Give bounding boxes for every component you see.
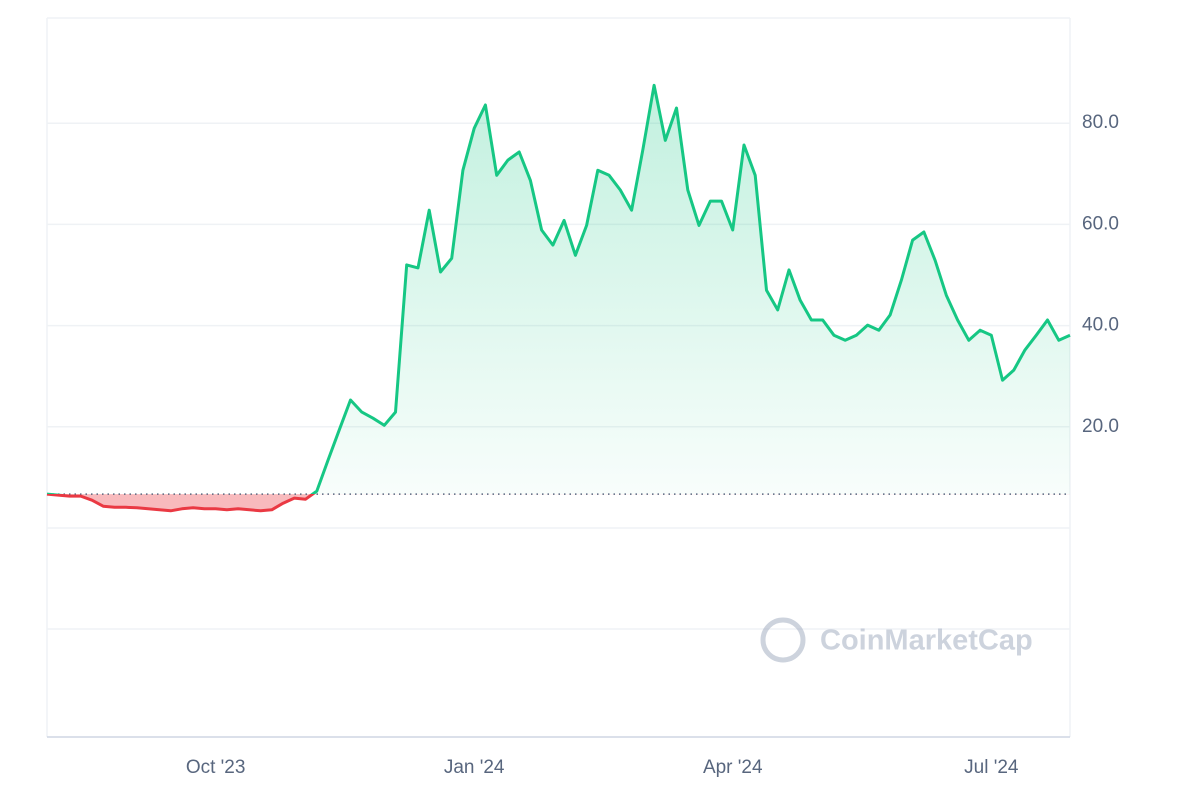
- watermark-text: CoinMarketCap: [820, 625, 1033, 657]
- area: [47, 85, 1070, 511]
- x-tick-label: Oct '23: [186, 757, 246, 778]
- y-tick-label: 20.0: [1082, 416, 1119, 437]
- watermark-logo: [760, 617, 806, 663]
- price-line: [46, 83, 1071, 513]
- y-tick-label: 40.0: [1082, 315, 1119, 336]
- x-tick-label: Jan '24: [444, 757, 505, 778]
- y-tick-label: 80.0: [1082, 112, 1119, 133]
- x-tick-label: Apr '24: [703, 757, 763, 778]
- watermark: CoinMarketCap: [760, 617, 1033, 663]
- y-tick-label: 60.0: [1082, 213, 1119, 234]
- x-tick-label: Jul '24: [964, 757, 1019, 778]
